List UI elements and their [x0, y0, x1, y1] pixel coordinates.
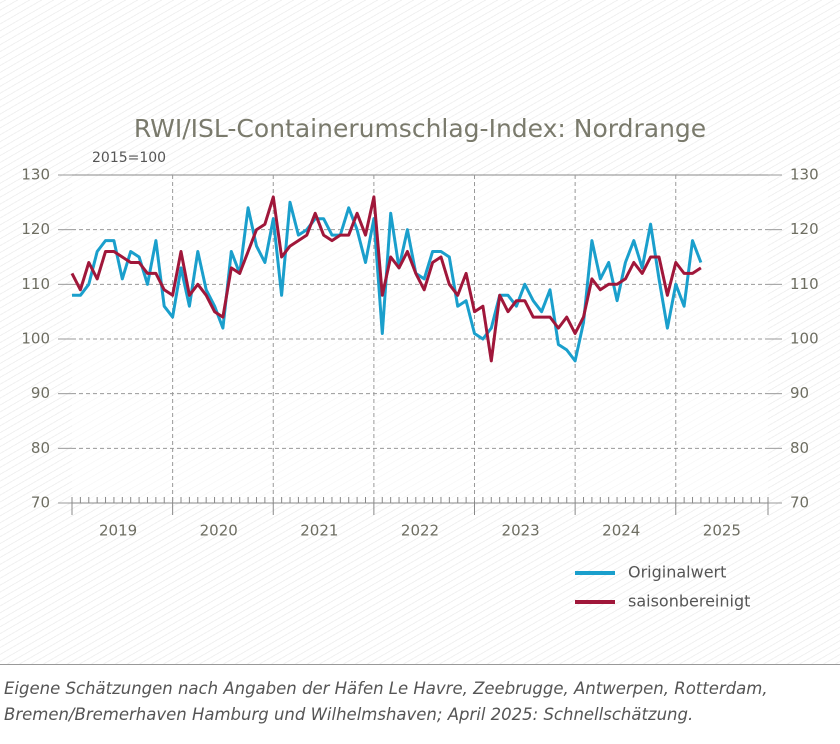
y-tick-label-right: 110	[790, 275, 819, 293]
series-line	[70, 195, 702, 363]
y-tick-label-right: 120	[790, 220, 819, 238]
y-tick-label: 90	[31, 384, 50, 402]
x-tick-label: 2019	[99, 522, 137, 540]
x-tick-label: 2020	[200, 522, 238, 540]
y-tick-label-right: 90	[790, 384, 809, 402]
y-tick-label: 70	[31, 494, 50, 512]
x-tick-label: 2021	[300, 522, 338, 540]
legend-label: Originalwert	[628, 563, 726, 582]
footnote: Eigene Schätzungen nach Angaben der Häfe…	[4, 676, 834, 728]
divider	[0, 664, 840, 665]
x-tick-label: 2022	[401, 522, 439, 540]
y-tick-label: 110	[21, 275, 50, 293]
x-tick-label: 2024	[602, 522, 640, 540]
chart: RWI/ISL-Containerumschlag-Index: Nordran…	[21, 114, 819, 611]
footnote-line: Eigene Schätzungen nach Angaben der Häfe…	[4, 679, 768, 698]
chart-title: RWI/ISL-Containerumschlag-Index: Nordran…	[134, 114, 706, 143]
y-tick-label-right: 70	[790, 494, 809, 512]
y-tick-label: 80	[31, 439, 50, 457]
y-tick-label-right: 130	[790, 166, 819, 184]
y-tick-label-right: 100	[790, 330, 819, 348]
legend-label: saisonbereinigt	[628, 592, 750, 611]
y-tick-label: 130	[21, 166, 50, 184]
x-tick-label: 2025	[703, 522, 741, 540]
x-tick-label: 2023	[502, 522, 540, 540]
chart-subtitle: 2015=100	[92, 150, 166, 166]
y-tick-label-right: 80	[790, 439, 809, 457]
footnote-line: Bremen/Bremerhaven Hamburg und Wilhelmsh…	[4, 705, 694, 724]
y-tick-label: 120	[21, 220, 50, 238]
y-tick-label: 100	[21, 330, 50, 348]
